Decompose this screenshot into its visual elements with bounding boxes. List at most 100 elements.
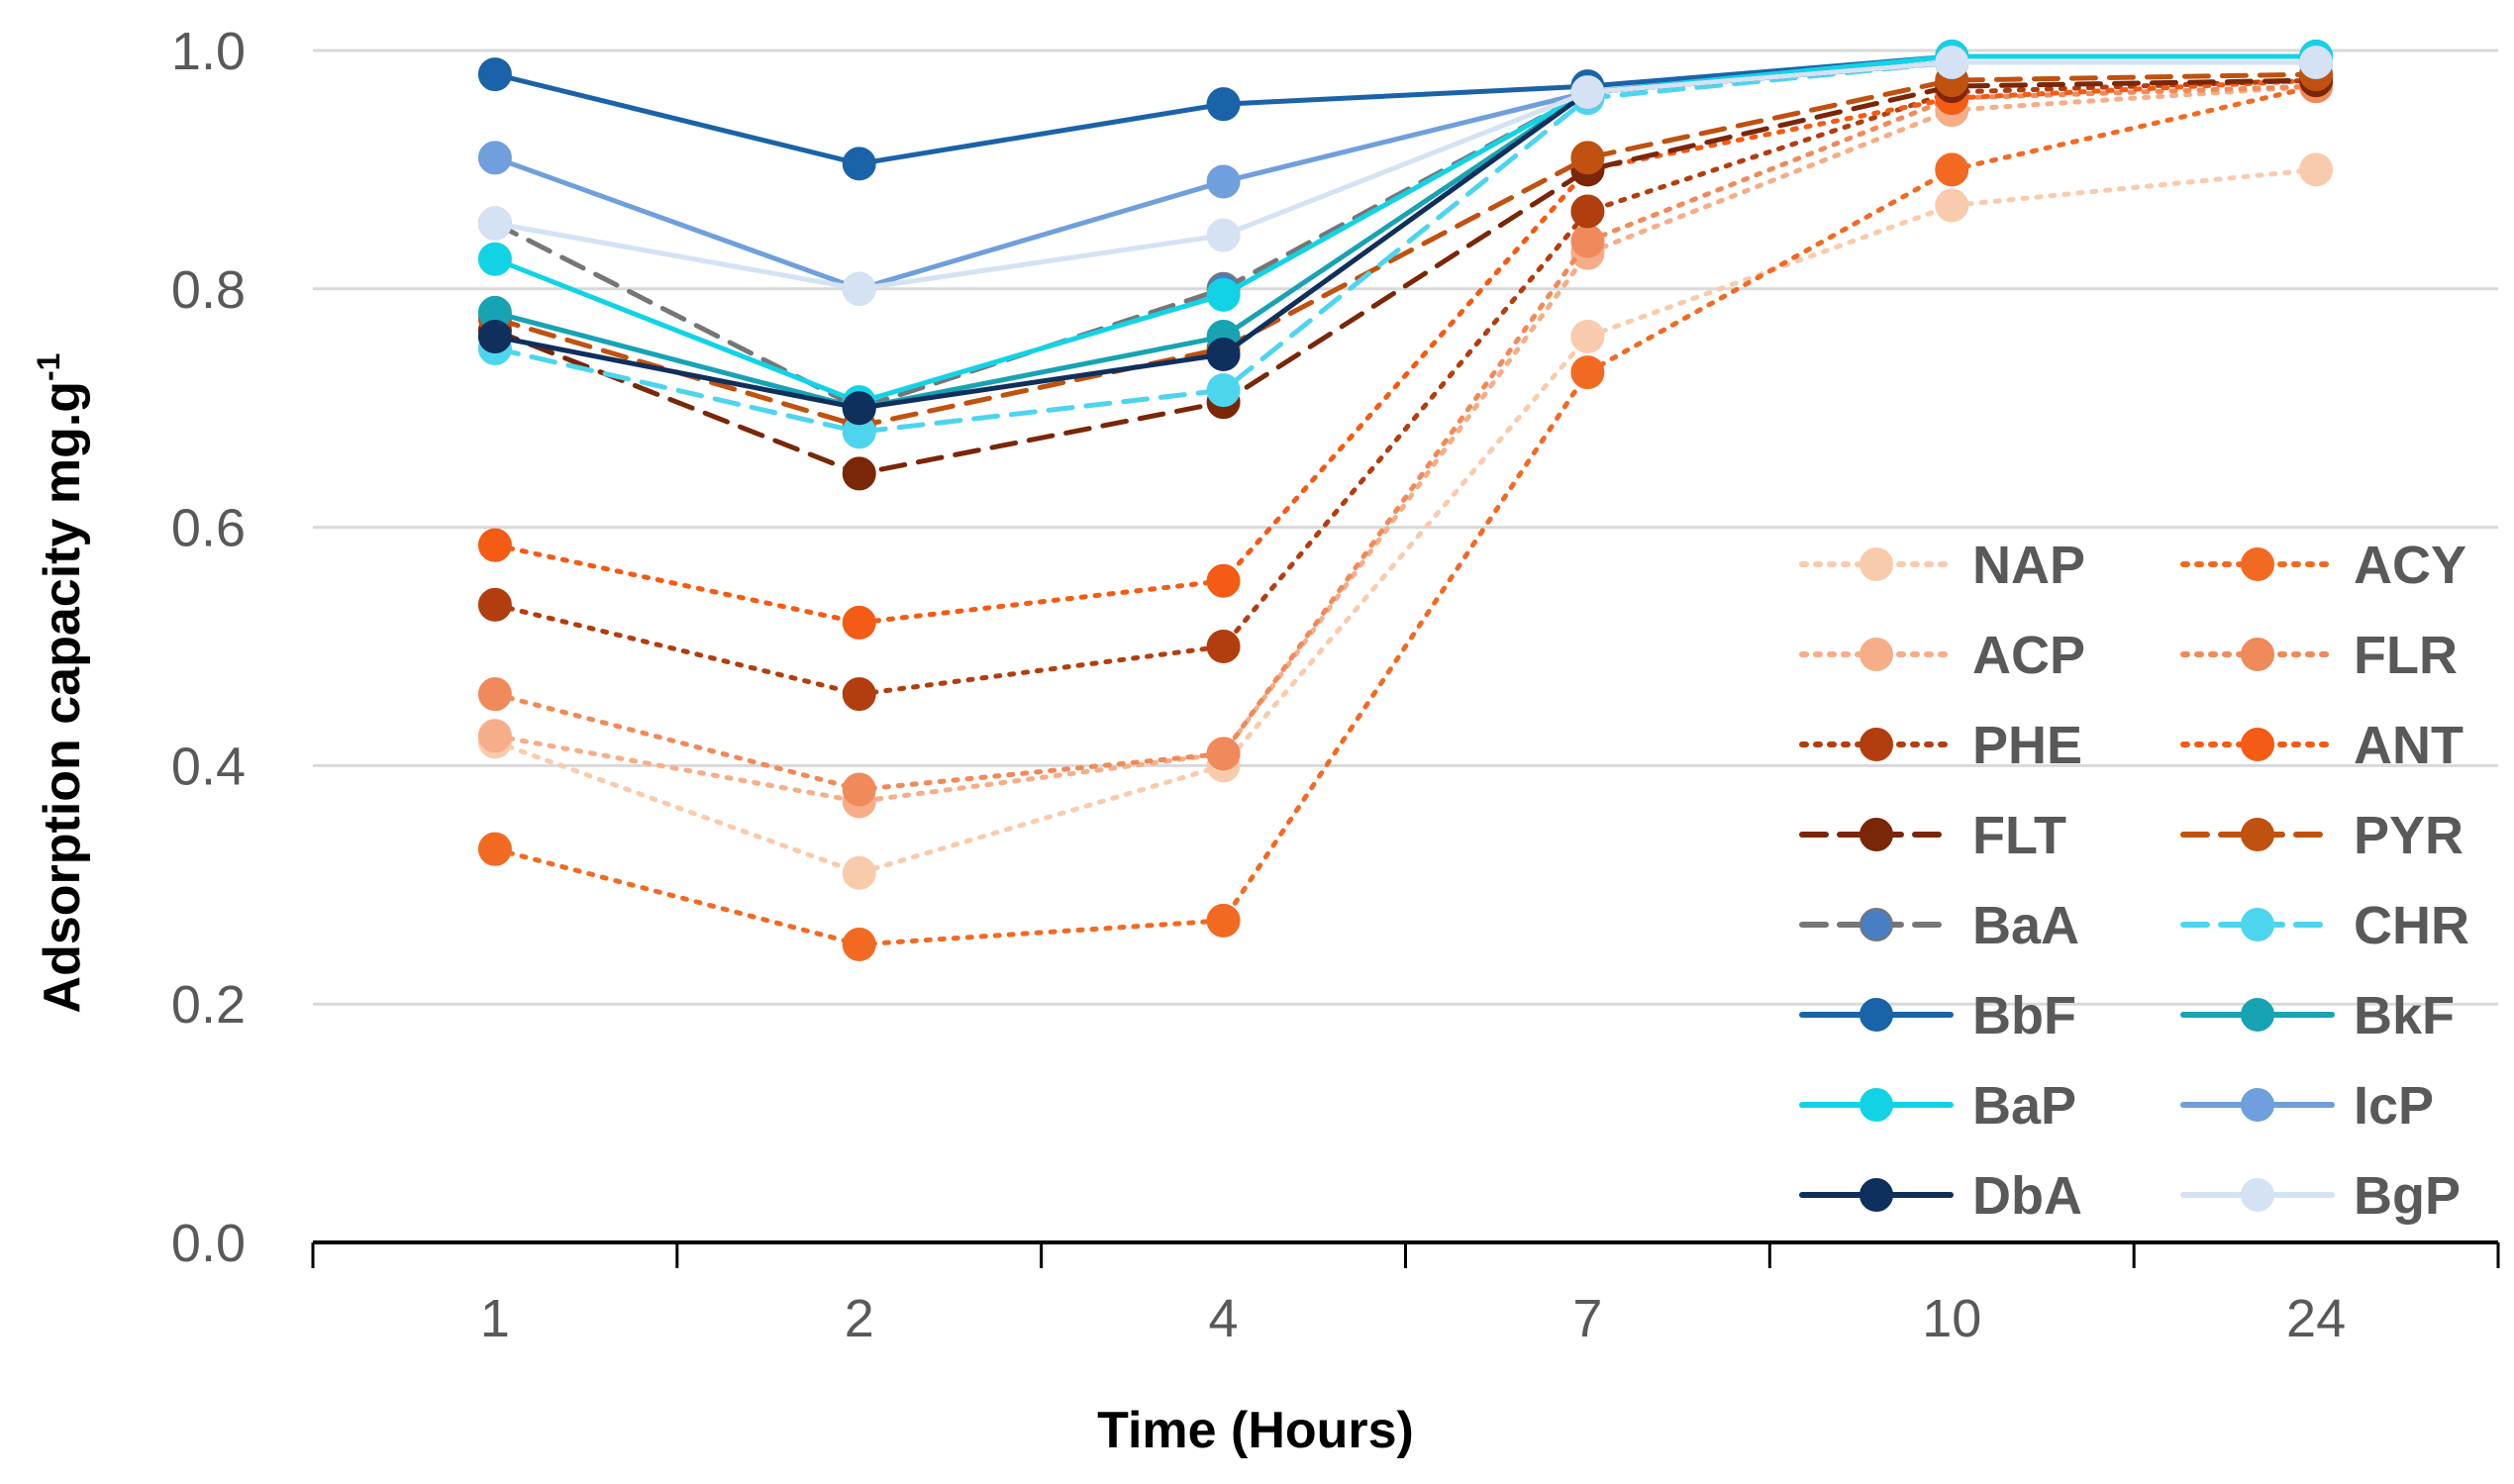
y-axis-title-superscript: -1 (31, 353, 66, 381)
legend-label: ACP (1972, 626, 2085, 685)
x-tick-label: 1 (480, 1289, 510, 1348)
data-point (1206, 87, 1241, 122)
y-tick-label: 0.4 (171, 737, 246, 796)
series-flr (477, 69, 2334, 807)
data-point (842, 855, 876, 890)
series-acp (477, 69, 2334, 819)
series-line (492, 53, 2319, 166)
legend-label: BbF (1972, 986, 2076, 1045)
series-nap (477, 152, 2334, 890)
x-tick-label: 4 (1209, 1289, 1239, 1348)
data-point (477, 242, 512, 276)
data-point (842, 928, 876, 961)
data-point (1935, 46, 1969, 80)
y-axis-title-text: Adsorption capacity mg.g (34, 381, 91, 1014)
x-axis-title: Time (Hours) (1097, 1402, 1414, 1459)
data-point (842, 772, 876, 807)
legend-label: PHE (1972, 716, 2082, 775)
series-dba (477, 46, 2334, 426)
legend-label: NAP (1972, 536, 2085, 595)
data-point (1570, 355, 1605, 390)
legend-marker (1860, 728, 1893, 761)
data-point (477, 141, 512, 175)
series-layer (477, 40, 2334, 961)
data-point (1570, 224, 1605, 258)
x-tick-label: 24 (2286, 1289, 2346, 1348)
data-point (1570, 141, 1605, 175)
series-line (492, 83, 2319, 805)
legend-label: BaA (1972, 896, 2079, 955)
legend-marker (1860, 1178, 1893, 1212)
y-tick-label: 1.0 (171, 22, 246, 81)
legend-label: ACY (2354, 536, 2466, 595)
data-point (1570, 194, 1605, 229)
data-point (1206, 630, 1241, 663)
legend-item-chr: CHR (2180, 896, 2469, 955)
legend-marker (1860, 998, 1893, 1032)
series-line (492, 83, 2319, 947)
x-tick-label: 2 (845, 1289, 874, 1348)
legend-item-dba: DbA (1799, 1166, 2082, 1226)
legend-item-bkf: BkF (2180, 986, 2455, 1045)
legend-label: BaP (1972, 1076, 2076, 1136)
series-line (492, 59, 2319, 411)
data-point (477, 528, 512, 562)
data-point (1206, 218, 1241, 252)
legend-marker (2241, 998, 2274, 1032)
data-point (477, 319, 512, 353)
y-tick-label: 0.0 (171, 1214, 246, 1273)
legend-label: FLT (1972, 806, 2066, 865)
legend-item-baa: BaA (1799, 896, 2079, 955)
legend-marker (1860, 638, 1893, 671)
y-axis-title: Adsorption capacity mg.g-1 (31, 353, 91, 1014)
y-tick-label: 0.8 (171, 260, 246, 320)
data-point (1570, 319, 1605, 353)
data-point (477, 677, 512, 712)
series-line (492, 77, 2319, 476)
data-point (1206, 737, 1241, 771)
data-point (1206, 903, 1241, 938)
data-point (842, 391, 876, 426)
data-point (1206, 277, 1241, 312)
legend-item-nap: NAP (1799, 536, 2085, 595)
legend-item-acy: ACY (2180, 536, 2466, 595)
data-point (1206, 563, 1241, 598)
legend-item-bgp: BgP (2180, 1166, 2461, 1226)
data-point (842, 147, 876, 181)
data-point (477, 719, 512, 753)
legend-item-bap: BaP (1799, 1076, 2076, 1136)
series-line (492, 53, 2319, 405)
data-point (477, 206, 512, 241)
y-tick-label: 0.6 (171, 499, 246, 558)
series-baa (477, 46, 2334, 426)
data-point (2299, 46, 2334, 80)
y-axis-ticks: 0.0 0.2 0.4 0.6 0.8 1.0 (171, 22, 246, 1273)
data-point (1935, 152, 1969, 187)
data-point (842, 271, 876, 306)
data-point (1206, 338, 1241, 372)
legend-marker (1860, 547, 1893, 581)
series-line (492, 166, 2319, 876)
legend-marker (2241, 1178, 2274, 1212)
legend-label: CHR (2354, 896, 2469, 955)
legend-item-bbf: BbF (1799, 986, 2076, 1045)
data-point (842, 677, 876, 712)
legend-label: IcP (2354, 1076, 2434, 1136)
legend-marker (2241, 728, 2274, 761)
legend-marker (1860, 908, 1893, 941)
legend-item-flt: FLT (1799, 806, 2066, 865)
series-line (492, 83, 2319, 792)
legend-item-acp: ACP (1799, 626, 2085, 685)
data-point (842, 456, 876, 491)
series-line (492, 71, 2319, 429)
y-tick-label: 0.2 (171, 975, 246, 1035)
legend-marker (2241, 818, 2274, 851)
legend-item-icp: IcP (2180, 1076, 2434, 1136)
data-point (1570, 75, 1605, 110)
data-point (842, 605, 876, 640)
x-axis: 1 2 4 7 10 24 (311, 1240, 2500, 1348)
x-tick-label: 7 (1572, 1289, 1602, 1348)
legend-item-flr: FLR (2180, 626, 2458, 685)
data-point (1206, 164, 1241, 199)
